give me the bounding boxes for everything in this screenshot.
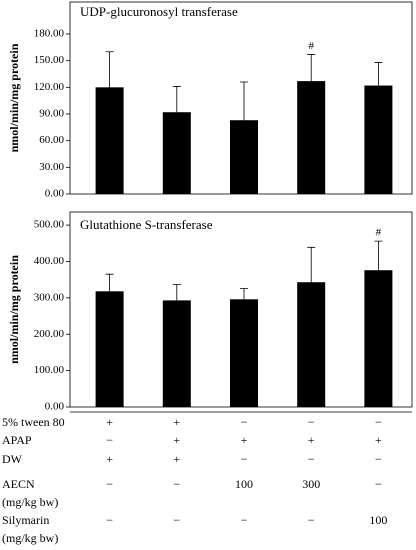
cell: −: [308, 415, 315, 429]
bar: [297, 282, 326, 407]
y-tick-label: 300.00: [34, 291, 65, 303]
significance-marker: #: [376, 227, 382, 239]
y-tick-label: 120.00: [34, 81, 65, 93]
cell: +: [375, 433, 382, 447]
y-tick-label: 0.00: [45, 401, 65, 413]
bar: [230, 120, 258, 194]
cell: −: [106, 433, 113, 447]
y-tick-label: 150.00: [34, 54, 65, 66]
cell: −: [106, 513, 113, 527]
row-label: 5% tween 80: [2, 415, 65, 429]
error-bar: [105, 51, 114, 88]
error-bar: [307, 54, 316, 82]
row-label: APAP: [2, 433, 32, 447]
cell: +: [173, 415, 180, 429]
cell: −: [308, 513, 315, 527]
y-axis-label: nmol/min/mg protein: [7, 43, 21, 152]
cell: −: [106, 477, 113, 491]
bar: [162, 300, 191, 407]
y-tick-label: 60.00: [39, 134, 64, 146]
cell: −: [375, 415, 382, 429]
bar: [95, 87, 124, 194]
error-bar: [374, 240, 383, 271]
cell: −: [375, 477, 382, 491]
row-label: (mg/kg bw): [2, 531, 58, 545]
cell: −: [241, 513, 248, 527]
chart-title: Glutathione S-transferase: [80, 217, 213, 232]
y-tick-label: 90.00: [39, 108, 64, 120]
bar: [364, 85, 393, 194]
row-label: Silymarin: [2, 513, 49, 527]
cell: 100: [235, 477, 253, 491]
bar: [230, 299, 258, 407]
row-label: AECN: [2, 477, 35, 491]
error-bar: [307, 246, 316, 283]
row-label: DW: [2, 452, 23, 466]
cell: −: [173, 513, 180, 527]
cell: 300: [302, 477, 320, 491]
y-tick-label: 400.00: [34, 255, 65, 267]
bar: [162, 112, 191, 194]
error-bar: [374, 62, 383, 86]
y-tick-label: 100.00: [34, 364, 65, 376]
cell: −: [173, 477, 180, 491]
error-bar: [240, 287, 248, 300]
bar: [297, 81, 326, 194]
y-tick-label: 200.00: [34, 328, 65, 340]
cell: −: [375, 452, 382, 466]
cell: −: [241, 415, 248, 429]
cell: +: [106, 415, 113, 429]
y-tick-label: 180.00: [34, 28, 65, 40]
cell: −: [308, 452, 315, 466]
error-bar: [172, 283, 181, 301]
cell: +: [173, 433, 180, 447]
cell: 100: [369, 513, 387, 527]
error-bar: [105, 273, 114, 292]
bar: [364, 270, 393, 407]
bar: [95, 291, 124, 407]
cell: +: [308, 433, 315, 447]
y-tick-label: 30.00: [39, 161, 64, 173]
significance-marker: #: [308, 40, 314, 52]
y-axis-label: nmol/min/mg protein: [7, 255, 21, 364]
chart-title: UDP-glucuronosyl transferase: [80, 4, 238, 19]
y-tick-label: 500.00: [34, 219, 65, 231]
cell: +: [173, 452, 180, 466]
cell: +: [241, 433, 248, 447]
row-label: (mg/kg bw): [2, 495, 58, 509]
error-bar: [172, 86, 181, 113]
cell: −: [241, 452, 248, 466]
cell: +: [106, 452, 113, 466]
error-bar: [240, 81, 248, 121]
y-tick-label: 0.00: [45, 188, 65, 200]
